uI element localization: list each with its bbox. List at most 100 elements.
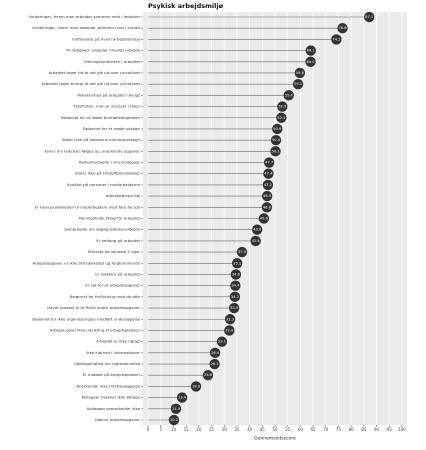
value-label: 50.9 — [273, 127, 282, 131]
dot — [231, 258, 243, 269]
y-tick-label: Er mobbet på arbejdspladsen — [83, 372, 141, 377]
x-tick-label: 20 — [196, 427, 202, 432]
dot — [258, 213, 270, 224]
value-label: 45.6 — [260, 217, 269, 221]
value-label: 26.4 — [211, 351, 220, 355]
y-tick-label: Belønnet for at møde udsagn — [83, 126, 140, 131]
y-tick-label: Belønnet for at møde tilstrækkeligheden — [61, 115, 140, 120]
value-label: 64.0 — [307, 60, 316, 64]
value-label: 23.6 — [204, 373, 213, 377]
y-tick-label: Rolleklarhed på arbejdet i øvrigt — [77, 92, 140, 97]
dot — [262, 179, 274, 191]
dot — [202, 370, 214, 381]
dot — [292, 78, 304, 90]
value-label: 34.4 — [231, 284, 240, 288]
y-tick-label: Arbejdstempo høj — [106, 193, 140, 198]
value-label: 13.4 — [178, 396, 187, 400]
value-label: 35.1 — [233, 261, 241, 265]
value-label: 47.4 — [264, 172, 273, 176]
y-tick-label: Tidsfristen, man er stresset i tiden — [72, 104, 140, 109]
y-tick-label: Anerkender ikke tilrettelæggelse — [76, 383, 140, 388]
dot — [363, 11, 375, 23]
value-label: 29.1 — [218, 340, 226, 344]
dot — [294, 67, 306, 79]
value-label: 59.1 — [294, 82, 302, 86]
x-tick-label: 40 — [247, 427, 253, 432]
dot — [272, 123, 283, 135]
y-tick-label: Arbejdet tager tid at det gik ud over pr… — [49, 70, 141, 75]
chart-title: Psykisk arbejdsmiljø — [148, 2, 224, 10]
y-tick-label: Arbejdet tager energi at det gik ud over… — [41, 81, 140, 86]
dot — [283, 90, 294, 101]
x-tick-label: 35 — [234, 427, 240, 432]
y-tick-label: Belønnet for forflytning med de ofte — [70, 294, 141, 299]
dot — [230, 269, 242, 280]
y-tick-label: Arbejdet er ikke rigtigt — [96, 339, 140, 344]
y-tick-label: Stoler ikke på chefgiftsbudskaber — [75, 171, 140, 176]
value-label: 46.9 — [263, 194, 272, 198]
value-label: 50.2 — [271, 149, 279, 153]
dot — [209, 347, 221, 359]
dot — [170, 403, 182, 415]
value-label: 32.0 — [225, 328, 234, 332]
y-tick-label: Ulønne arbejdsopgaver — [95, 417, 141, 422]
dot — [261, 190, 273, 202]
x-tick-label: 70 — [323, 427, 329, 432]
dot — [250, 235, 261, 247]
dot — [263, 157, 275, 168]
x-tick-label: 15 — [184, 427, 190, 432]
y-tick-label: Samarbejde om daglig ledelsesarbejde — [64, 227, 141, 232]
y-tick-label: Er omfang på arbejdet — [96, 238, 140, 243]
y-tick-label: Havet presset til at flytte andre arbejd… — [47, 305, 140, 310]
dot — [252, 224, 263, 235]
value-label: 37.0 — [238, 250, 247, 254]
x-tick-label: 95 — [387, 427, 393, 432]
dot — [224, 314, 236, 325]
y-tick-label: Ubehagelighed om rygtedannelse — [74, 361, 141, 366]
dot — [261, 202, 273, 213]
dot — [209, 358, 220, 370]
y-tick-label: Er sat for at arbejdsopgaver — [85, 283, 140, 288]
value-label: 74.2 — [332, 37, 340, 41]
y-tick-label: Er rolleklar på arbejdet — [95, 271, 140, 276]
y-tick-label: Meningsfuldheden i arbejdet — [84, 59, 140, 64]
value-label: 26.2 — [211, 362, 219, 366]
x-tick-label: 25 — [209, 427, 215, 432]
value-label: 33.9 — [230, 306, 239, 310]
value-label: 52.9 — [278, 105, 287, 109]
y-tick-label: Kollegaer samarbejder ikke — [87, 406, 141, 411]
x-tick-label: 10 — [171, 427, 177, 432]
dot — [229, 291, 241, 303]
y-tick-label: Meningsfulde tiltag for arbejdet — [79, 216, 141, 221]
x-tick-label: 30 — [222, 427, 228, 432]
value-label: 11.0 — [172, 407, 181, 411]
x-tick-label: 60 — [298, 427, 304, 432]
y-tick-label: Vurderinger, hvem man arbejder sammen me… — [32, 25, 140, 30]
y-tick-label: Rodsamarbejde i sine kollegaer — [79, 160, 140, 165]
y-tick-label: Belønnet for ikke organiseringen medført… — [32, 316, 140, 321]
dot — [168, 414, 180, 426]
x-tick-label: 55 — [285, 427, 291, 432]
value-label: 34.2 — [231, 295, 239, 299]
value-label: 64.1 — [307, 49, 315, 53]
dot — [305, 56, 316, 67]
x-tick-label: 5 — [159, 427, 162, 432]
y-tick-label: Vurderinger, hvem man arbejder sammen me… — [28, 14, 140, 19]
x-tick-label: 45 — [260, 427, 266, 432]
x-tick-label: 90 — [374, 427, 380, 432]
x-tick-label: 0 — [147, 427, 150, 432]
y-tick-label: Arbejde giver ikke udvikling af arbejdsp… — [50, 327, 141, 332]
value-label: 52.5 — [277, 116, 285, 120]
y-tick-label: Indflydelse på hvem arbejdstempo — [72, 36, 140, 41]
x-tick-label: 50 — [272, 427, 278, 432]
dot — [228, 302, 240, 314]
dot — [277, 101, 288, 112]
value-label: 76.6 — [339, 26, 348, 30]
value-label: 10.2 — [170, 418, 178, 422]
x-axis-title: Gennemsnitsscore — [254, 436, 296, 442]
x-tick-label: 85 — [361, 427, 367, 432]
y-tick-label: Stresset de seneste 2 uger — [88, 249, 141, 254]
dot — [331, 34, 342, 45]
dot — [216, 336, 228, 347]
